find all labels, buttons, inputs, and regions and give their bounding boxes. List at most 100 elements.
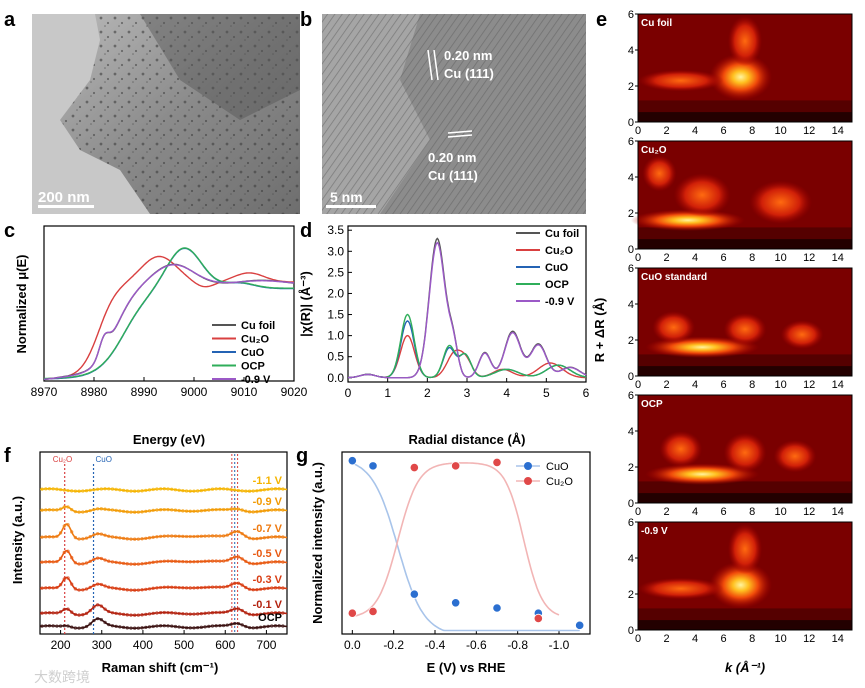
raman-point xyxy=(107,507,111,512)
raman-point xyxy=(270,560,274,564)
xanes-line-3 xyxy=(44,247,294,380)
raman-point xyxy=(114,624,118,629)
raman-point xyxy=(55,585,59,590)
raman-point xyxy=(247,489,252,493)
raman-point xyxy=(136,510,141,514)
wavelet-blob-4-0 xyxy=(709,561,773,609)
watermark: 大数跨境 xyxy=(34,670,90,686)
raman-point xyxy=(170,559,174,563)
raman-point xyxy=(77,613,81,617)
raman-point xyxy=(133,588,137,592)
wavelet-blob-0-0 xyxy=(709,53,773,101)
raman-point xyxy=(192,534,196,539)
wavelet-xtick-label-2-0: 0 xyxy=(635,379,641,391)
wavelet-blob-3-0 xyxy=(645,463,760,486)
tem-scale-label: 200 nm xyxy=(38,189,90,206)
raman-point xyxy=(266,508,270,512)
raman-point xyxy=(277,560,281,564)
raman-point xyxy=(114,560,118,565)
wavelet-map-frame-4 xyxy=(637,521,853,631)
raman-point xyxy=(158,487,163,491)
raman-point xyxy=(214,487,218,491)
raman-point xyxy=(40,611,44,615)
raman-point xyxy=(229,531,233,536)
raman-point xyxy=(262,488,267,492)
raman-point xyxy=(270,624,274,628)
raman-point xyxy=(77,489,81,493)
raman-point xyxy=(147,561,152,565)
tem-texture xyxy=(60,14,300,214)
raman-point xyxy=(73,509,78,514)
raman-point xyxy=(251,562,255,566)
raman-point xyxy=(233,488,237,492)
wavelet-xtick-label-2-5: 10 xyxy=(775,379,787,391)
wavelet-xtick-label-0-3: 6 xyxy=(721,125,727,137)
raman-point xyxy=(114,611,118,616)
potential-point-1-2 xyxy=(409,462,419,473)
raman-point xyxy=(214,610,218,615)
raman-point xyxy=(170,487,174,491)
wavelet-xtick-label-3-3: 6 xyxy=(721,506,727,518)
raman-point xyxy=(240,531,244,536)
raman-point xyxy=(51,611,55,615)
wavelet-xtick-label-2-4: 8 xyxy=(749,379,755,391)
raman-point xyxy=(95,556,100,560)
raman-point xyxy=(62,488,66,492)
wavelet-map-frame-3 xyxy=(637,394,853,504)
potential-xtick-label-5: -1.0 xyxy=(549,638,570,652)
raman-point xyxy=(236,581,241,585)
panel-f: f 200 300 400 500 600 700 Cu₂O CuO -1.1 V -0.9 V… xyxy=(4,445,288,675)
exafs-ytick-label-0: 0.0 xyxy=(327,371,344,385)
raman-point xyxy=(44,611,48,615)
raman-point xyxy=(155,508,159,512)
raman-point xyxy=(140,613,144,617)
raman-point xyxy=(155,586,159,590)
raman-point xyxy=(70,582,74,586)
wavelet-ytick-label-1-2: 4 xyxy=(628,172,634,184)
wavelet-blob-1-1 xyxy=(673,173,731,217)
raman-point xyxy=(95,603,100,607)
exafs-line-3 xyxy=(348,313,587,379)
raman-point xyxy=(240,583,244,587)
raman-point xyxy=(99,618,103,622)
raman-point xyxy=(158,624,163,628)
raman-point xyxy=(207,534,211,538)
wavelet-xtick-label-0-0: 0 xyxy=(635,125,641,137)
raman-point xyxy=(225,609,229,614)
panel-b: b 0.20 nm Cu (111) 0.20 nm Cu (111) 5 nm xyxy=(300,9,586,214)
raman-point xyxy=(40,487,44,491)
raman-point xyxy=(210,624,215,628)
raman-point xyxy=(196,489,200,493)
raman-point xyxy=(103,558,107,562)
raman-point xyxy=(66,624,70,628)
raman-point xyxy=(73,626,78,630)
exafs-legend: Cu foil Cu₂O CuO OCP -0.9 V xyxy=(516,228,579,308)
exafs-legend-label-0: Cu foil xyxy=(545,228,579,240)
raman-point xyxy=(184,612,189,616)
raman-point xyxy=(199,585,204,590)
raman-point xyxy=(262,561,267,565)
raman-point xyxy=(133,489,137,493)
potential-legend-marker-1 xyxy=(524,477,532,485)
wavelet-blob-1-2 xyxy=(749,180,813,224)
wavelet-xtick-label-1-6: 12 xyxy=(803,252,815,264)
raman-point xyxy=(147,612,152,616)
raman-point xyxy=(70,556,74,560)
wavelet-map-floor-1 xyxy=(638,239,852,249)
raman-point xyxy=(151,611,155,616)
raman-point xyxy=(125,562,129,566)
raman-point xyxy=(121,509,126,514)
raman-point xyxy=(214,559,218,563)
wavelet-ylabel: R + ΔR (Å) xyxy=(592,298,607,363)
raman-point xyxy=(181,559,185,564)
raman-point xyxy=(240,623,244,627)
raman-point xyxy=(140,626,144,630)
raman-point xyxy=(247,587,252,591)
raman-point xyxy=(192,586,196,590)
raman-point xyxy=(218,585,222,589)
raman-point xyxy=(203,611,207,615)
plot-frame-f xyxy=(39,451,288,635)
wavelet-blob-2-1 xyxy=(652,311,696,344)
raman-point xyxy=(181,509,185,513)
